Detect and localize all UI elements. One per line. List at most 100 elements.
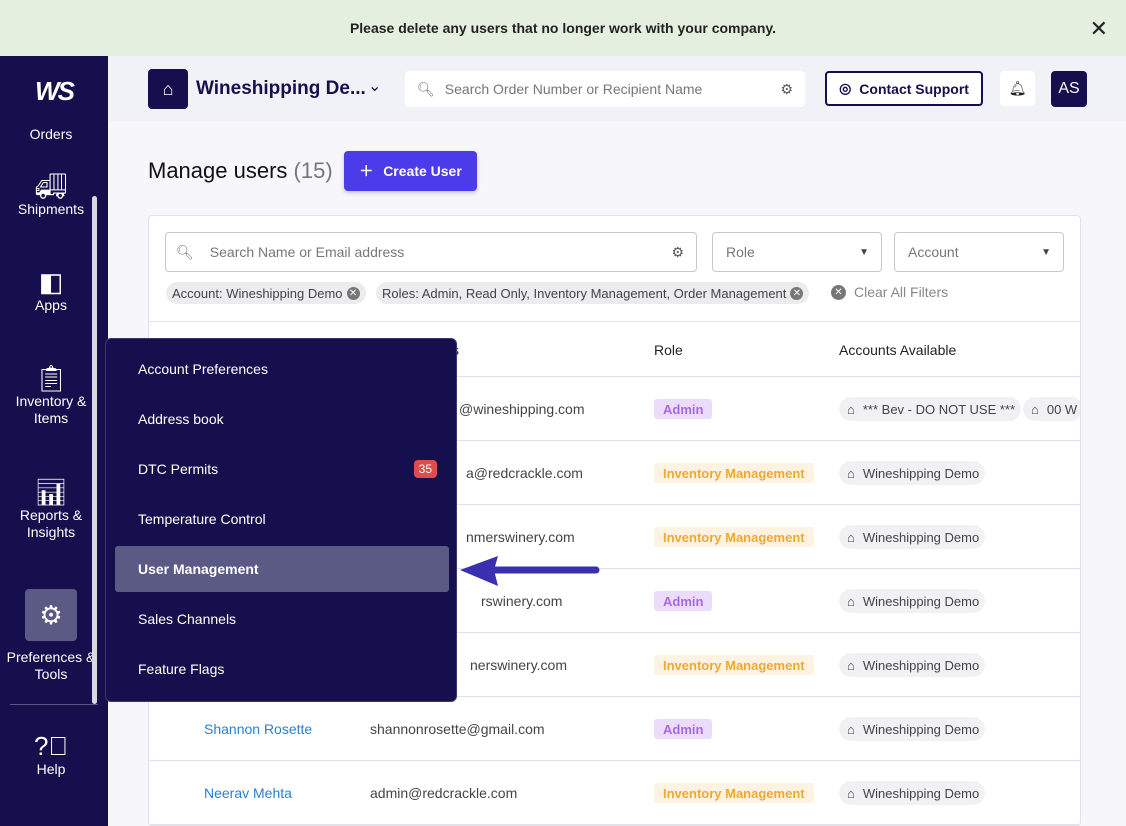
role-badge: Inventory Management [654, 655, 814, 675]
label: Inventory & Items [15, 393, 87, 426]
lifebuoy-icon: ◎ [839, 80, 852, 96]
sidebar: WS Orders 🚚︎ Shipments ◧ Apps 📋︎ Inventory … [0, 56, 108, 826]
label: Wineshipping Demo [862, 529, 980, 545]
sidebar-item-preferences[interactable]: ⚙ Preferences & Tools [1, 589, 101, 683]
gear-icon: ⚙ [25, 589, 77, 641]
role-badge: Inventory Management [654, 463, 814, 483]
warehouse-icon: ⌂ [148, 69, 188, 109]
placeholder: Search Name or Email address [209, 244, 405, 260]
order-search-input[interactable]: 🔍︎ Search Order Number or Recipient Name ⚙ [405, 71, 805, 107]
avatar[interactable]: AS [1051, 71, 1087, 107]
sidebar-item-inventory[interactable]: 📋︎ Inventory & Items [1, 363, 101, 427]
create-user-button[interactable]: ＋ Create User [344, 151, 477, 191]
label: Account Preferences [138, 361, 268, 377]
table-row[interactable]: a@redcrackle.com Inventory Management ⌂ Win… [149, 441, 1080, 505]
close-icon[interactable]: ✕ [1089, 16, 1108, 41]
sidebar-item-shipments[interactable]: 🚚︎ Shipments [1, 171, 101, 218]
home-icon: ⌂ [1031, 401, 1039, 417]
sidebar-scrollbar[interactable] [92, 196, 97, 704]
top-header: ⌂ Wineshipping De... ⌄ 🔍︎ Search Order Nu… [108, 56, 1126, 121]
divider [10, 704, 98, 705]
remove-icon[interactable]: ✕ [346, 286, 360, 300]
caret-down-icon: ▼ [859, 246, 869, 258]
sidebar-item-orders[interactable]: Orders [1, 126, 101, 143]
label: Wineshipping Demo [862, 657, 980, 673]
home-icon: ⌂ [847, 465, 855, 481]
home-icon: ⌂ [847, 529, 855, 545]
label: Help [36, 761, 66, 777]
user-search-input[interactable]: 🔍︎ Search Name or Email address ⚙ [165, 232, 697, 272]
logo[interactable]: WS [35, 76, 75, 106]
user-email: rswinery.com [481, 593, 563, 609]
sidebar-item-help[interactable]: ?⃝ Help [1, 731, 101, 778]
search-icon: 🔍︎ [176, 243, 194, 260]
label: Feature Flags [138, 661, 225, 677]
account-chip: ⌂ *** Bev - DO NOT USE *** [839, 397, 1022, 421]
bell-icon[interactable]: 🔔︎ [1000, 71, 1035, 106]
clear-filters-button[interactable]: ✕ Clear All Filters [831, 284, 948, 300]
role-select[interactable]: Role ▼ [712, 232, 882, 272]
menu-item-account-preferences[interactable]: Account Preferences [115, 346, 449, 392]
user-name-link[interactable]: Shannon Rosette [204, 721, 313, 737]
truck-icon: 🚚︎ [34, 171, 68, 201]
user-email: nmerswinery.com [466, 529, 575, 545]
banner-text: Please delete any users that no longer w… [349, 20, 777, 36]
account-chip: ⌂ Wineshipping Demo [839, 589, 986, 613]
clipboard-icon: 📋︎ [34, 363, 68, 393]
apps-icon: ◧ [38, 267, 64, 297]
menu-item-user-management[interactable]: User Management [115, 546, 449, 592]
label: 00 W [1046, 401, 1078, 417]
label: User Management [138, 561, 259, 577]
table-row[interactable]: Shannon Rosette shannonrosette@gmail.com A… [149, 697, 1080, 761]
chevron-down-icon[interactable]: ⌄ [368, 78, 382, 95]
label: Wineshipping Demo [862, 721, 980, 737]
preferences-menu: Account Preferences Address book DTC Permi… [105, 338, 457, 702]
label: Role [726, 244, 755, 260]
gear-icon[interactable]: ⚙ [780, 80, 793, 97]
gear-icon[interactable]: ⚙ [671, 243, 684, 260]
contact-support-button[interactable]: ◎ Contact Support [825, 71, 983, 106]
account-chip: ⌂ Wineshipping Demo [839, 717, 986, 741]
arrow-annotation [460, 556, 600, 586]
header-accounts[interactable]: Accounts Available [839, 342, 957, 358]
label: DTC Permits [138, 461, 219, 477]
label: Contact Support [859, 80, 969, 97]
table-row[interactable]: @wineshipping.com Admin ⌂ *** Bev - DO NOT … [149, 377, 1080, 441]
table-row[interactable]: Neerav Mehta admin@redcrackle.com Inventor… [149, 761, 1080, 825]
sidebar-item-apps[interactable]: ◧ Apps [1, 267, 101, 314]
menu-item-address-book[interactable]: Address book [115, 396, 449, 442]
menu-item-feature-flags[interactable]: Feature Flags [115, 646, 449, 692]
notice-banner: Please delete any users that no longer w… [0, 0, 1126, 56]
menu-item-sales-channels[interactable]: Sales Channels [115, 596, 449, 642]
plus-icon: ＋ [359, 163, 374, 179]
label: Wineshipping Demo [862, 593, 980, 609]
filter-chip-roles: Roles: Admin, Read Only, Inventory Manag… [376, 282, 810, 304]
label: Account [908, 244, 959, 260]
sidebar-item-reports[interactable]: 📊︎ Reports & Insights [1, 479, 101, 541]
user-email: @wineshipping.com [459, 401, 585, 417]
label: Wineshipping Demo [862, 465, 980, 481]
account-switcher[interactable]: Wineshipping De... [196, 78, 366, 99]
search-icon: 🔍︎ [417, 80, 435, 97]
role-badge: Inventory Management [654, 527, 814, 547]
caret-down-icon: ▼ [1041, 246, 1051, 258]
label: Account: Wineshipping Demo [172, 285, 343, 301]
account-select[interactable]: Account ▼ [894, 232, 1064, 272]
table-row[interactable]: nmerswinery.com Inventory Management ⌂ Wine… [149, 505, 1080, 569]
home-icon: ⌂ [847, 721, 855, 737]
label: Preferences & Tools [6, 649, 96, 682]
account-chip: ⌂ Wineshipping Demo [839, 461, 986, 485]
account-chip: ⌂ Wineshipping Demo [839, 781, 986, 805]
user-name-link[interactable]: Neerav Mehta [204, 785, 292, 801]
table-row[interactable]: nerswinery.com Inventory Management ⌂ Wines… [149, 633, 1080, 697]
filter-chip-account: Account: Wineshipping Demo ✕ [166, 282, 366, 304]
label: Sales Channels [138, 611, 237, 627]
label: Create User [383, 163, 462, 179]
help-icon: ?⃝ [34, 731, 68, 761]
remove-icon[interactable]: ✕ [790, 286, 804, 300]
menu-item-dtc-permits[interactable]: DTC Permits 35 [115, 446, 449, 492]
header-role[interactable]: Role [654, 342, 683, 358]
page-title: Manage users (15) [148, 158, 333, 184]
table-row[interactable]: rswinery.com Admin ⌂ Wineshipping Demo [149, 569, 1080, 633]
menu-item-temperature-control[interactable]: Temperature Control [115, 496, 449, 542]
